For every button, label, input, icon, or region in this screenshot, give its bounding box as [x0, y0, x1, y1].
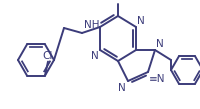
Text: N: N: [118, 83, 126, 93]
Text: ≡N: ≡N: [149, 74, 166, 84]
Text: NH: NH: [84, 20, 100, 30]
Text: N: N: [137, 16, 145, 26]
Text: N: N: [156, 39, 164, 49]
Text: Cl: Cl: [43, 51, 53, 61]
Text: N: N: [91, 51, 99, 61]
